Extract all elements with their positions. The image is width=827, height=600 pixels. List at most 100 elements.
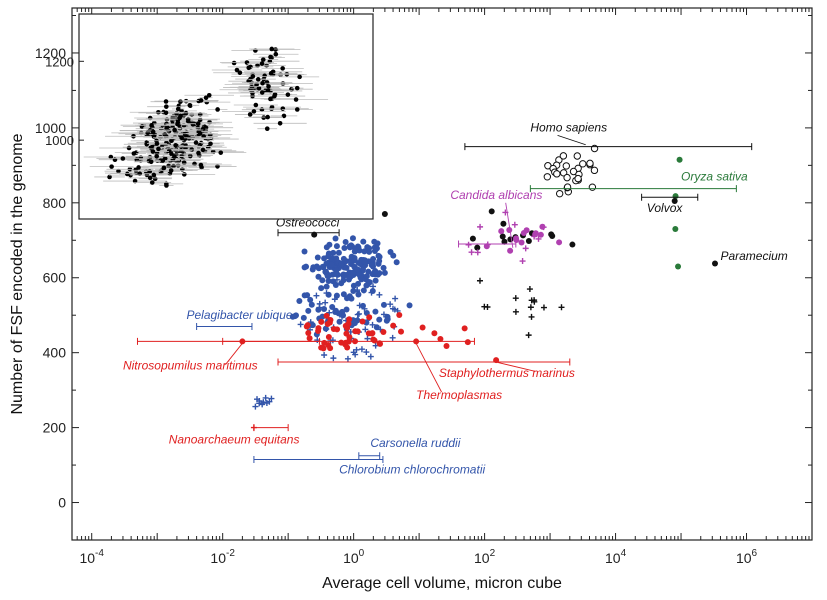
inset-point: [144, 141, 150, 147]
inset-point: [149, 180, 155, 185]
thermoplasmas-label-leader: [415, 343, 442, 393]
inset-point: [193, 140, 199, 145]
fungi-marker: [465, 241, 472, 248]
homo-sapiens-label: Homo sapiens: [530, 121, 607, 135]
bacteria-marker: [355, 310, 362, 317]
inset-point: [264, 126, 270, 131]
x-axis-label: Average cell volume, micron cube: [322, 575, 562, 592]
eukaryote-marker: [525, 237, 532, 244]
inset-point: [109, 164, 114, 169]
archaea-marker: [437, 336, 444, 343]
archaea-marker: [344, 344, 351, 351]
fungi-marker: [523, 227, 530, 234]
fungi-marker: [511, 221, 518, 228]
bacteria-marker: [368, 289, 375, 296]
inset-point: [175, 106, 181, 112]
inset-panel: 1000 1200: [45, 13, 374, 220]
archaea-marker: [334, 326, 341, 333]
archaea-marker: [443, 342, 450, 349]
inset-point: [244, 60, 250, 65]
bacteria-marker: [376, 291, 383, 298]
y-tick-label: 200: [43, 420, 67, 436]
eukaryote-marker: [555, 189, 564, 198]
inset-point: [192, 161, 197, 167]
bacteria-marker: [372, 268, 379, 275]
inset-point: [198, 140, 204, 146]
bacteria-marker: [354, 266, 361, 273]
x-tick-label: 102: [474, 548, 496, 566]
volvox-errorbar: [641, 193, 699, 201]
eukaryote-marker: [562, 162, 571, 170]
bacteria-marker: [343, 306, 350, 313]
bacteria-marker: [360, 287, 367, 294]
inset-point: [116, 168, 121, 174]
bacteria-marker: [393, 259, 400, 266]
y-tick-label: 800: [43, 195, 67, 211]
eukaryote-marker: [559, 152, 568, 160]
bacteria-marker: [375, 252, 382, 259]
staphylothermus-errorbar: [277, 358, 571, 366]
inset-point: [151, 134, 157, 139]
inset-point: [200, 147, 206, 153]
inset-point: [289, 86, 294, 92]
fungi-marker: [537, 231, 544, 238]
nanoarchaeum-errorbar: [253, 424, 289, 432]
bacteria-marker: [304, 292, 311, 299]
bacteria-marker: [321, 351, 328, 358]
bacteria-marker: [339, 313, 346, 320]
bacteria-marker: [326, 272, 333, 279]
inset-point: [218, 150, 224, 155]
bacteria-marker: [252, 403, 259, 410]
bacteria-marker: [322, 299, 329, 306]
bacteria-marker: [328, 261, 335, 268]
bacteria-marker: [319, 277, 326, 284]
y-tick-label: 0: [58, 495, 66, 511]
eukaryote-marker: [469, 235, 476, 242]
eukaryote-marker: [500, 220, 507, 227]
bacteria-marker: [313, 292, 320, 299]
bacteria-marker: [323, 283, 330, 290]
inset-point: [259, 61, 265, 66]
archaea-marker: [305, 329, 312, 336]
eukaryote-marker: [569, 241, 576, 248]
archaea-marker: [380, 328, 387, 335]
bacteria-marker: [363, 273, 370, 280]
inset-point: [260, 80, 265, 86]
inset-point: [215, 107, 220, 112]
fungi-marker: [498, 228, 505, 235]
bacteria-marker: [380, 311, 387, 318]
inset-point: [294, 107, 300, 112]
inset-point: [107, 174, 112, 180]
bacteria-marker: [367, 353, 374, 360]
inset-point: [268, 96, 273, 102]
bacteria-marker: [305, 307, 312, 314]
bacteria-marker: [387, 249, 394, 256]
bacteria-marker: [380, 301, 387, 308]
bacteria-marker: [309, 266, 316, 273]
fungi-marker: [535, 235, 542, 242]
inset-point: [175, 121, 180, 127]
inset-point: [154, 141, 160, 146]
bacteria-marker: [384, 316, 391, 323]
bacteria-marker: [340, 272, 347, 279]
inset-point: [297, 74, 302, 80]
bacteria-marker: [374, 240, 381, 247]
bacteria-marker: [300, 314, 307, 321]
fungi-marker: [540, 224, 547, 231]
archaea-marker: [346, 334, 353, 341]
inset-point: [294, 85, 300, 91]
archaea-marker: [461, 325, 468, 332]
eukaryote-marker: [586, 159, 594, 168]
bacteria-marker: [340, 277, 347, 284]
inset-point: [231, 60, 237, 66]
inset-point: [148, 159, 154, 165]
inset-point: [250, 74, 256, 79]
eukaryote-marker: [499, 233, 506, 240]
x-tick-label: 10-2: [210, 548, 235, 566]
bacteria-marker: [350, 349, 357, 356]
inset-point: [272, 93, 277, 99]
inset-point: [131, 133, 136, 139]
bacteria-marker: [369, 321, 376, 328]
y-axis-ticks: 0 200 400 600 800 1000 1200: [35, 14, 812, 511]
eukaryote-marker: [574, 174, 582, 183]
